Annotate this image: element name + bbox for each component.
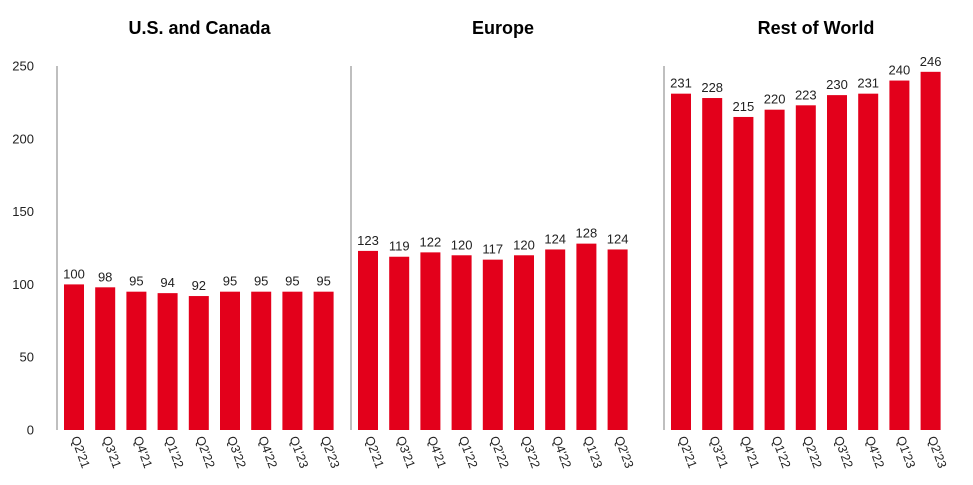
- category-label: Q3'22: [224, 434, 248, 470]
- data-label: 122: [420, 234, 442, 249]
- bar: [313, 291, 334, 430]
- data-label: 231: [857, 76, 879, 91]
- category-label: Q2'22: [193, 434, 217, 470]
- bar: [889, 80, 910, 430]
- data-label: 100: [63, 266, 85, 281]
- bar: [671, 93, 691, 430]
- bar: [220, 291, 240, 430]
- data-label: 95: [129, 274, 143, 289]
- bar: [576, 243, 597, 430]
- data-label: 220: [764, 92, 786, 107]
- data-label: 228: [701, 80, 723, 95]
- y-tick-label: 200: [12, 131, 34, 146]
- category-label: Q2'22: [487, 434, 511, 470]
- bar: [95, 287, 116, 430]
- data-label: 240: [889, 63, 911, 78]
- category-label: Q1'22: [162, 434, 186, 470]
- y-tick-label: 150: [12, 204, 34, 219]
- category-label: Q3'21: [706, 434, 730, 470]
- bar: [126, 291, 147, 430]
- category-label: Q1'22: [769, 434, 793, 470]
- bar: [545, 249, 566, 430]
- category-label: Q2'21: [68, 434, 92, 470]
- data-label: 124: [607, 231, 629, 246]
- category-label: Q4'22: [862, 434, 886, 470]
- category-label: Q3'21: [99, 434, 123, 470]
- bar: [827, 95, 847, 431]
- y-axis: 0 50 100 150 200 250: [12, 59, 34, 438]
- data-label: 95: [285, 274, 299, 289]
- bar: [420, 252, 441, 430]
- data-label: 124: [544, 231, 566, 246]
- data-label: 120: [513, 237, 535, 252]
- data-label: 230: [826, 77, 848, 92]
- panel-title: U.S. and Canada: [128, 18, 271, 38]
- category-label: Q3'22: [518, 434, 542, 470]
- bar: [607, 249, 628, 430]
- bar: [795, 105, 816, 430]
- data-label: 119: [389, 239, 410, 254]
- category-label: Q2'23: [612, 434, 636, 470]
- category-label: Q4'21: [131, 434, 155, 470]
- data-label: 117: [482, 242, 503, 257]
- bar: [702, 98, 723, 431]
- category-label: Q1'23: [287, 434, 311, 470]
- data-label: 95: [316, 274, 330, 289]
- chart-panels: U.S. and Canada 100 Q2'21 98 Q3'21 95 Q4'21 94 Q…: [56, 18, 949, 470]
- category-label: Q4'22: [255, 434, 279, 470]
- bar: [389, 256, 410, 430]
- bar: [188, 296, 209, 430]
- category-label: Q3'22: [831, 434, 855, 470]
- data-label: 94: [160, 275, 174, 290]
- category-label: Q4'21: [425, 434, 449, 470]
- category-label: Q2'22: [800, 434, 824, 470]
- bar: [514, 255, 534, 430]
- bar: [920, 71, 941, 430]
- panel-title: Rest of World: [758, 18, 875, 38]
- y-tick-label: 100: [12, 277, 34, 292]
- category-label: Q2'23: [318, 434, 342, 470]
- category-label: Q1'22: [456, 434, 480, 470]
- category-label: Q1'23: [581, 434, 605, 470]
- category-label: Q2'21: [362, 434, 386, 470]
- bar: [282, 291, 303, 430]
- data-label: 246: [920, 54, 942, 69]
- bar: [858, 93, 879, 430]
- bar: [157, 293, 178, 430]
- panel-u-s-and-canada: U.S. and Canada 100 Q2'21 98 Q3'21 95 Q4'21 94 Q…: [56, 18, 342, 470]
- bar: [451, 255, 472, 430]
- data-label: 128: [576, 226, 598, 241]
- bar: [764, 109, 785, 431]
- data-label: 95: [223, 274, 237, 289]
- data-label: 215: [733, 99, 755, 114]
- data-label: 98: [98, 269, 112, 284]
- data-label: 120: [451, 237, 473, 252]
- data-label: 231: [670, 76, 692, 91]
- y-tick-label: 50: [20, 350, 34, 365]
- bar: [358, 250, 378, 430]
- bar: [482, 259, 503, 430]
- category-label: Q4'22: [549, 434, 573, 470]
- panel-europe: Europe 123 Q2'21 119 Q3'21 122 Q4'21 120 Q1'22 11…: [350, 18, 636, 470]
- data-label: 92: [192, 278, 206, 293]
- panel-rest-of-world: Rest of World 231 Q2'21 228 Q3'21 215 Q4'21 220…: [663, 18, 949, 470]
- data-label: 95: [254, 274, 268, 289]
- category-label: Q4'21: [738, 434, 762, 470]
- category-label: Q2'21: [675, 434, 699, 470]
- y-tick-label: 250: [12, 59, 34, 74]
- panel-title: Europe: [472, 18, 534, 38]
- category-label: Q1'23: [894, 434, 918, 470]
- category-label: Q3'21: [393, 434, 417, 470]
- data-label: 123: [357, 233, 379, 248]
- bar: [64, 284, 84, 430]
- data-label: 223: [795, 87, 817, 102]
- bar: [733, 116, 754, 431]
- y-tick-label: 0: [27, 423, 34, 438]
- category-label: Q2'23: [925, 434, 949, 470]
- bar: [251, 291, 272, 430]
